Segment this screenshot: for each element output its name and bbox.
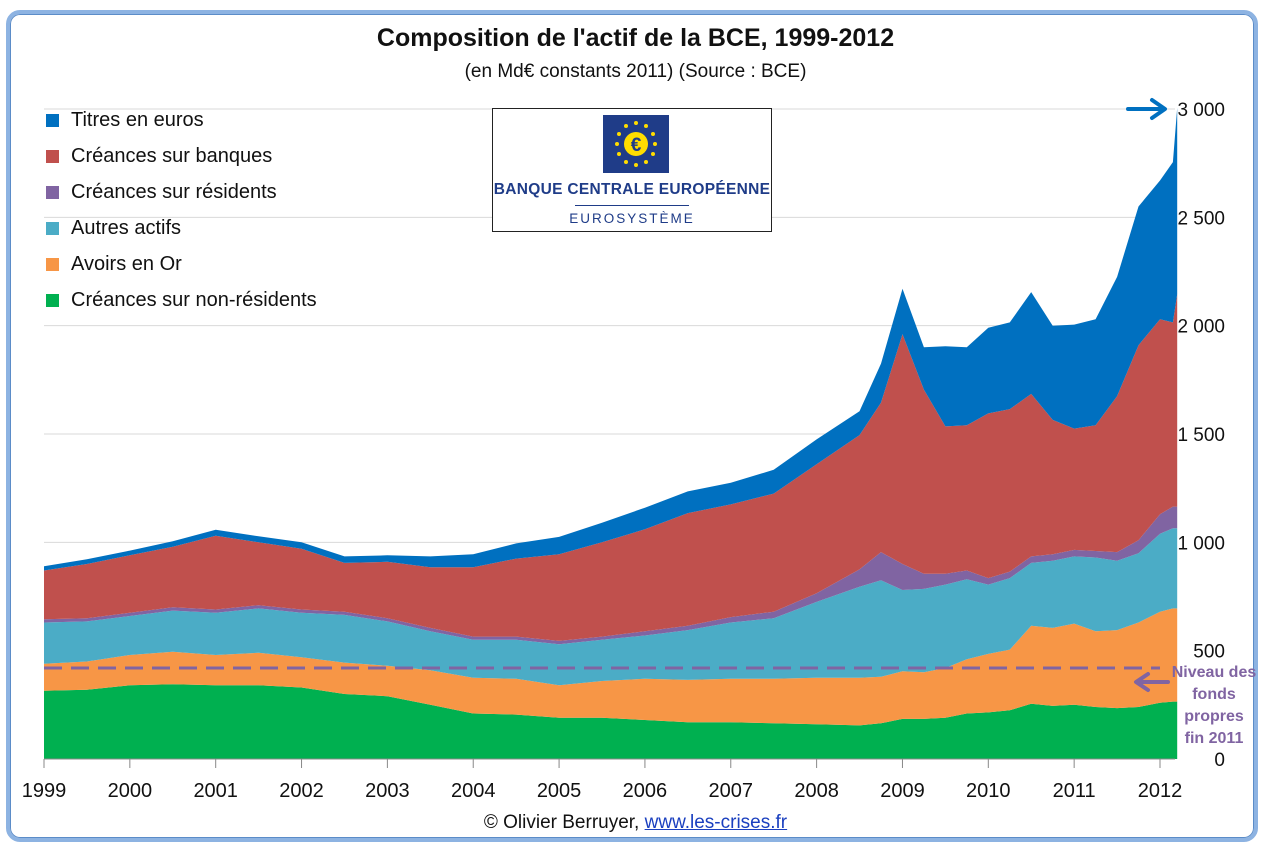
credit-text: © Olivier Berruyer, xyxy=(483,812,640,833)
area-series xyxy=(44,506,1178,645)
reference-line-annotation: Niveau des fonds propres fin 2011 xyxy=(1166,662,1262,750)
area-series xyxy=(44,528,1178,686)
x-tick-label: 2009 xyxy=(880,780,925,802)
area-series xyxy=(44,608,1178,726)
x-tick-label: 2000 xyxy=(108,780,153,802)
legend-item: Titres en euros xyxy=(46,102,317,138)
legend-swatch xyxy=(46,113,59,127)
arrow-head-icon xyxy=(1134,672,1150,692)
logo-divider xyxy=(575,205,689,206)
legend-item: Créances sur résidents xyxy=(46,174,317,210)
legend-item: Avoirs en Or xyxy=(46,246,317,282)
credit: © Olivier Berruyer, www.les-crises.fr xyxy=(0,812,1271,834)
logo-name: BANQUE CENTRALE EUROPÉENNE xyxy=(493,181,771,198)
y-tick-label: 1 500 xyxy=(1177,425,1225,446)
x-tick-label: 2006 xyxy=(623,780,668,802)
y-tick-label: 1 000 xyxy=(1177,533,1225,554)
legend-label: Titres en euros xyxy=(71,108,204,131)
legend-swatch xyxy=(46,257,59,271)
x-tick-label: 2003 xyxy=(365,780,410,802)
x-tick-label: 2001 xyxy=(193,780,238,802)
area-series xyxy=(44,294,1178,641)
legend-item: Créances sur non-résidents xyxy=(46,282,317,318)
legend-swatch xyxy=(46,293,59,307)
annotation-line: fonds xyxy=(1192,686,1236,703)
legend-label: Autres actifs xyxy=(71,216,182,239)
x-tick-label: 2007 xyxy=(709,780,754,802)
y-tick-label: 2 500 xyxy=(1177,208,1225,229)
logo-subtitle: EUROSYSTÈME xyxy=(569,211,695,226)
annotation-line: Niveau des xyxy=(1171,664,1257,681)
annotation-line: propres xyxy=(1184,708,1244,725)
y-tick-label: 0 xyxy=(1214,750,1225,771)
x-tick-label: 2012 xyxy=(1138,780,1183,802)
legend-label: Créances sur non-résidents xyxy=(71,288,317,311)
x-tick-label: 2011 xyxy=(1053,780,1096,802)
x-tick-label: 2008 xyxy=(794,780,839,802)
annotation-line: fin 2011 xyxy=(1184,730,1244,747)
legend-item: Autres actifs xyxy=(46,210,317,246)
y-tick-label: 2 000 xyxy=(1177,317,1225,338)
svg-text:€: € xyxy=(631,135,642,156)
credit-link[interactable]: www.les-crises.fr xyxy=(644,812,788,833)
x-tick-label: 2010 xyxy=(966,780,1011,802)
legend-label: Créances sur banques xyxy=(71,144,273,167)
x-tick-label: 1999 xyxy=(22,780,67,802)
chart-frame xyxy=(6,10,1258,842)
euro-flag-icon: € xyxy=(603,115,669,173)
x-tick-label: 2005 xyxy=(537,780,582,802)
legend-label: Créances sur résidents xyxy=(71,180,277,203)
arrow-head-icon xyxy=(1150,98,1167,120)
x-tick-label: 2002 xyxy=(279,780,324,802)
chart-subtitle: (en Md€ constants 2011) (Source : BCE) xyxy=(464,61,807,82)
legend-item: Créances sur banques xyxy=(46,138,317,174)
x-tick-label: 2004 xyxy=(451,780,496,802)
legend-swatch xyxy=(46,149,59,163)
legend-swatch xyxy=(46,185,59,199)
area-series xyxy=(44,684,1178,759)
chart-legend: Titres en euros Créances sur banques Cré… xyxy=(46,102,317,318)
ecb-logo: € BANQUE CENTRALE EUROPÉENNE EUROSYSTÈME xyxy=(492,108,772,232)
legend-swatch xyxy=(46,221,59,235)
legend-label: Avoirs en Or xyxy=(71,252,182,275)
y-tick-label: 3 000 xyxy=(1177,100,1225,121)
chart-title: Composition de l'actif de la BCE, 1999-2… xyxy=(376,24,895,52)
y-tick-label: 500 xyxy=(1193,642,1225,663)
